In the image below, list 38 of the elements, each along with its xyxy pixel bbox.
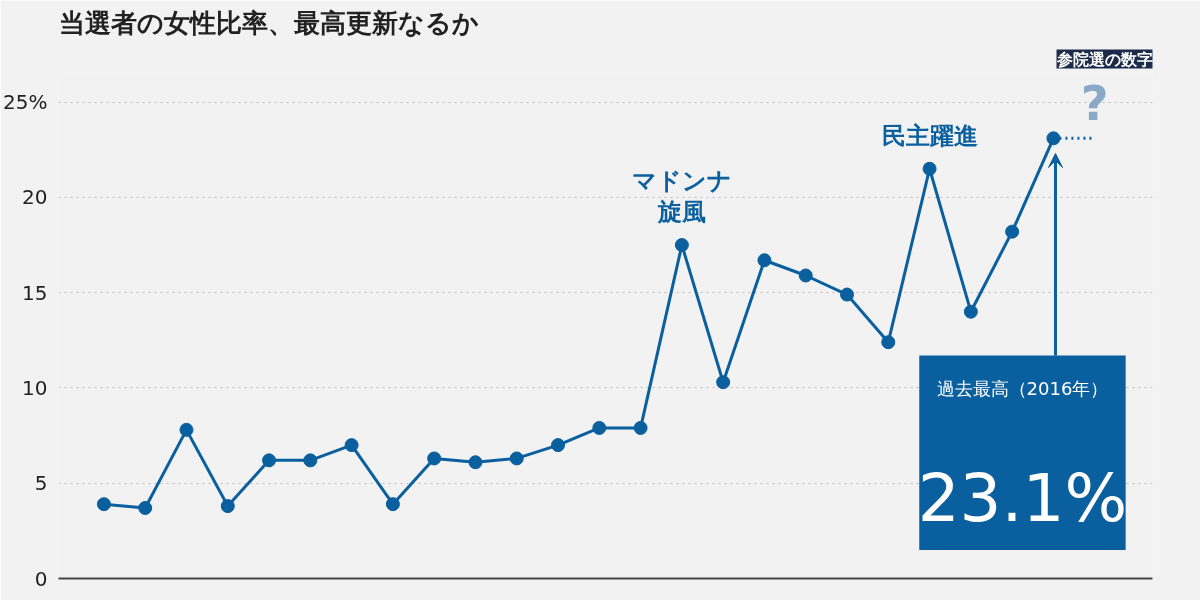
point bbox=[385, 497, 400, 512]
point bbox=[592, 420, 607, 435]
annotation: 23.1% bbox=[917, 459, 1128, 537]
y-tick-label: 20 bbox=[22, 185, 48, 210]
point bbox=[674, 238, 689, 252]
point bbox=[551, 438, 566, 453]
point bbox=[344, 438, 359, 453]
point bbox=[1046, 131, 1061, 146]
point bbox=[1005, 224, 1020, 239]
point bbox=[303, 453, 318, 468]
y-tick-label: 25% bbox=[3, 90, 48, 115]
point bbox=[427, 451, 442, 466]
point bbox=[963, 304, 978, 319]
point bbox=[840, 287, 855, 302]
point bbox=[262, 453, 277, 468]
annotation: マドンナ bbox=[631, 167, 732, 196]
point bbox=[179, 422, 194, 437]
point bbox=[220, 499, 235, 514]
annotation: 旋風 bbox=[656, 197, 706, 226]
point bbox=[881, 335, 896, 350]
annotation: ? bbox=[1080, 74, 1109, 131]
point bbox=[716, 375, 731, 390]
y-tick-label: 0 bbox=[34, 566, 48, 591]
annotation: 過去最高（2016年） bbox=[936, 378, 1109, 400]
point bbox=[96, 497, 111, 512]
text: 参院選の数字 bbox=[1055, 49, 1153, 69]
y-tick-label: 10 bbox=[22, 375, 48, 400]
point bbox=[138, 501, 153, 515]
point bbox=[922, 161, 937, 176]
chart-title: 当選者の女性比率、最高更新なるか bbox=[58, 7, 479, 38]
y-tick-label: 15 bbox=[22, 280, 48, 305]
point bbox=[509, 451, 524, 466]
point bbox=[468, 455, 483, 470]
point bbox=[757, 253, 772, 268]
annotation: 民主躍進 bbox=[881, 121, 978, 150]
point bbox=[633, 420, 648, 435]
point bbox=[798, 268, 813, 283]
y-tick-label: 5 bbox=[34, 471, 48, 496]
